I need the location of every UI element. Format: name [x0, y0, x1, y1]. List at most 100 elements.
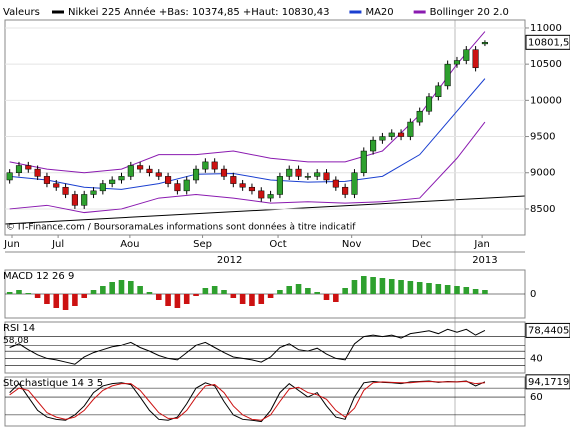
histogram-bar [34, 294, 41, 298]
candle-body [99, 183, 106, 192]
candle-body [71, 194, 78, 206]
histogram-bar [25, 293, 32, 294]
panel-title: Stochastique 14 3 5 [3, 378, 103, 389]
histogram-bar [398, 280, 404, 294]
histogram-bar [174, 294, 181, 308]
year-label: 2013 [472, 255, 497, 266]
candle-body [43, 176, 50, 184]
candle-body [15, 165, 23, 173]
candle-body [472, 49, 479, 69]
candle-body [407, 121, 414, 137]
y-tick-label: 40 [530, 353, 543, 364]
histogram-bar [267, 294, 274, 298]
candle-body [192, 168, 200, 181]
last-value-label: 10801,57 [528, 37, 570, 48]
candle-body [351, 172, 358, 195]
legend-label: MA20 [365, 7, 393, 18]
y-tick-label: 9000 [530, 168, 555, 179]
x-tick-label: Aou [120, 239, 139, 250]
trend-line [4, 195, 526, 225]
histogram-bar [128, 281, 134, 294]
x-tick-label: Sep [193, 239, 212, 250]
candle-body [425, 96, 433, 112]
candle-body [211, 161, 218, 170]
histogram-bar [472, 289, 479, 294]
panel-title: MACD 12 26 9 [3, 271, 74, 282]
x-tick-label: Oct [269, 239, 286, 250]
candle-body [267, 194, 274, 199]
candle-body [165, 176, 172, 184]
y-tick-label: 9500 [530, 132, 555, 143]
histogram-bar [444, 285, 451, 294]
histogram-bar [463, 287, 470, 294]
rsi-line [9, 328, 486, 365]
candle-body [34, 168, 41, 177]
histogram-bar [426, 283, 432, 294]
candle-body [6, 172, 13, 181]
candle-body [453, 60, 461, 65]
histogram-bar [388, 279, 395, 294]
panel-frame [4, 19, 526, 236]
legend-title: Valeurs [3, 7, 40, 18]
stochastic-line [9, 380, 485, 421]
candle-body [360, 150, 367, 173]
candle-body [481, 42, 488, 45]
histogram-bar [249, 294, 255, 306]
candle-body [388, 132, 395, 137]
candle-body [118, 176, 125, 181]
candle-body [286, 168, 293, 177]
y-tick-label: 60 [530, 392, 543, 403]
x-tick-label: Nov [342, 239, 362, 250]
histogram-bar [16, 290, 22, 294]
last-value-box [525, 34, 570, 50]
histogram-bar [221, 290, 227, 294]
candle-body [62, 186, 69, 195]
histogram-bar [239, 294, 246, 304]
last-value-box [525, 322, 570, 338]
histogram-bar [193, 294, 199, 296]
candle-body [248, 186, 255, 192]
legend-label: Bollinger 20 2.0 [430, 7, 509, 18]
histogram-bar [230, 294, 237, 298]
histogram-bar [305, 288, 311, 294]
histogram-bar [258, 294, 265, 304]
candle-body [323, 172, 330, 181]
level-label: 58,08 [3, 336, 29, 346]
x-tick-label: Jul [51, 239, 64, 250]
candle-body [314, 172, 321, 177]
histogram-bar [295, 284, 302, 294]
histogram-bar [44, 294, 50, 304]
last-value-box [525, 374, 570, 390]
candle-body [53, 183, 60, 188]
histogram-bar [100, 286, 106, 294]
histogram-bar [81, 294, 88, 298]
y-tick-label: 8500 [530, 204, 555, 215]
candle-body [25, 165, 32, 170]
candle-body [276, 176, 283, 195]
histogram-bar [435, 284, 442, 294]
histogram-bar [314, 292, 320, 294]
histogram-bar [351, 280, 358, 294]
candle-body [127, 165, 134, 177]
candle-body [444, 63, 451, 87]
histogram-bar [277, 290, 283, 294]
candle-body [342, 186, 349, 195]
candle-body [90, 190, 97, 195]
histogram-bar [379, 278, 386, 294]
histogram-bar [53, 294, 60, 308]
candle-body [416, 110, 423, 123]
y-tick-label: 11000 [530, 23, 562, 34]
overlay-line [9, 78, 486, 190]
candle-body [398, 132, 405, 137]
candle-body [183, 179, 190, 192]
y-tick-label: 0 [530, 289, 536, 300]
histogram-bar [90, 290, 97, 294]
histogram-bar [407, 281, 414, 294]
candle-body [174, 183, 181, 192]
histogram-bar [183, 294, 190, 304]
histogram-bar [360, 276, 367, 294]
histogram-bar [202, 288, 209, 294]
histogram-bar [146, 292, 153, 294]
histogram-bar [342, 288, 348, 294]
